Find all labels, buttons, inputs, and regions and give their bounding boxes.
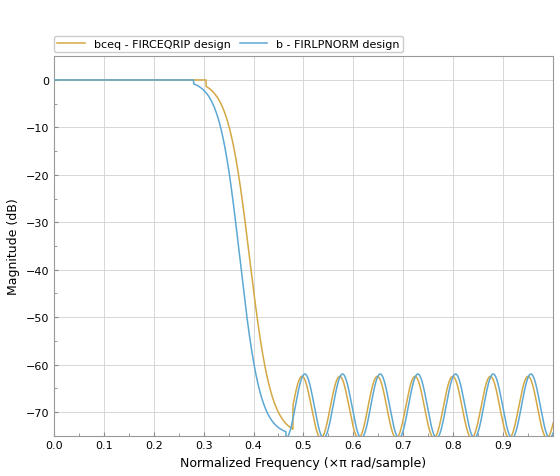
Line: bceq - FIRCEQRIP design: bceq - FIRCEQRIP design <box>54 81 553 438</box>
X-axis label: Normalized Frequency (×π rad/sample): Normalized Frequency (×π rad/sample) <box>180 456 427 469</box>
bceq - FIRCEQRIP design <box>534 406 541 412</box>
b - FIRLPNORM design <box>260 401 267 407</box>
Title: Magnitude Response (dB): Magnitude Response (dB) <box>214 39 393 53</box>
bceq - FIRCEQRIP design <box>510 429 516 435</box>
b - FIRLPNORM design <box>264 411 271 416</box>
Line: b - FIRLPNORM design: b - FIRLPNORM design <box>54 81 553 438</box>
bceq - FIRCEQRIP design <box>413 375 420 380</box>
b - FIRLPNORM design <box>288 425 295 430</box>
b - FIRLPNORM design <box>413 372 420 378</box>
bceq - FIRCEQRIP design <box>260 357 267 362</box>
Legend: bceq - FIRCEQRIP design, b - FIRLPNORM design: bceq - FIRCEQRIP design, b - FIRLPNORM d… <box>54 37 403 53</box>
b - FIRLPNORM design <box>510 435 516 441</box>
b - FIRLPNORM design <box>50 78 57 84</box>
bceq - FIRCEQRIP design <box>550 420 557 426</box>
bceq - FIRCEQRIP design <box>264 376 271 382</box>
b - FIRLPNORM design <box>534 390 541 396</box>
bceq - FIRCEQRIP design <box>288 425 295 431</box>
b - FIRLPNORM design <box>396 435 403 441</box>
bceq - FIRCEQRIP design <box>506 435 512 441</box>
b - FIRLPNORM design <box>550 430 557 436</box>
bceq - FIRCEQRIP design <box>50 78 57 84</box>
Y-axis label: Magnitude (dB): Magnitude (dB) <box>7 198 20 295</box>
